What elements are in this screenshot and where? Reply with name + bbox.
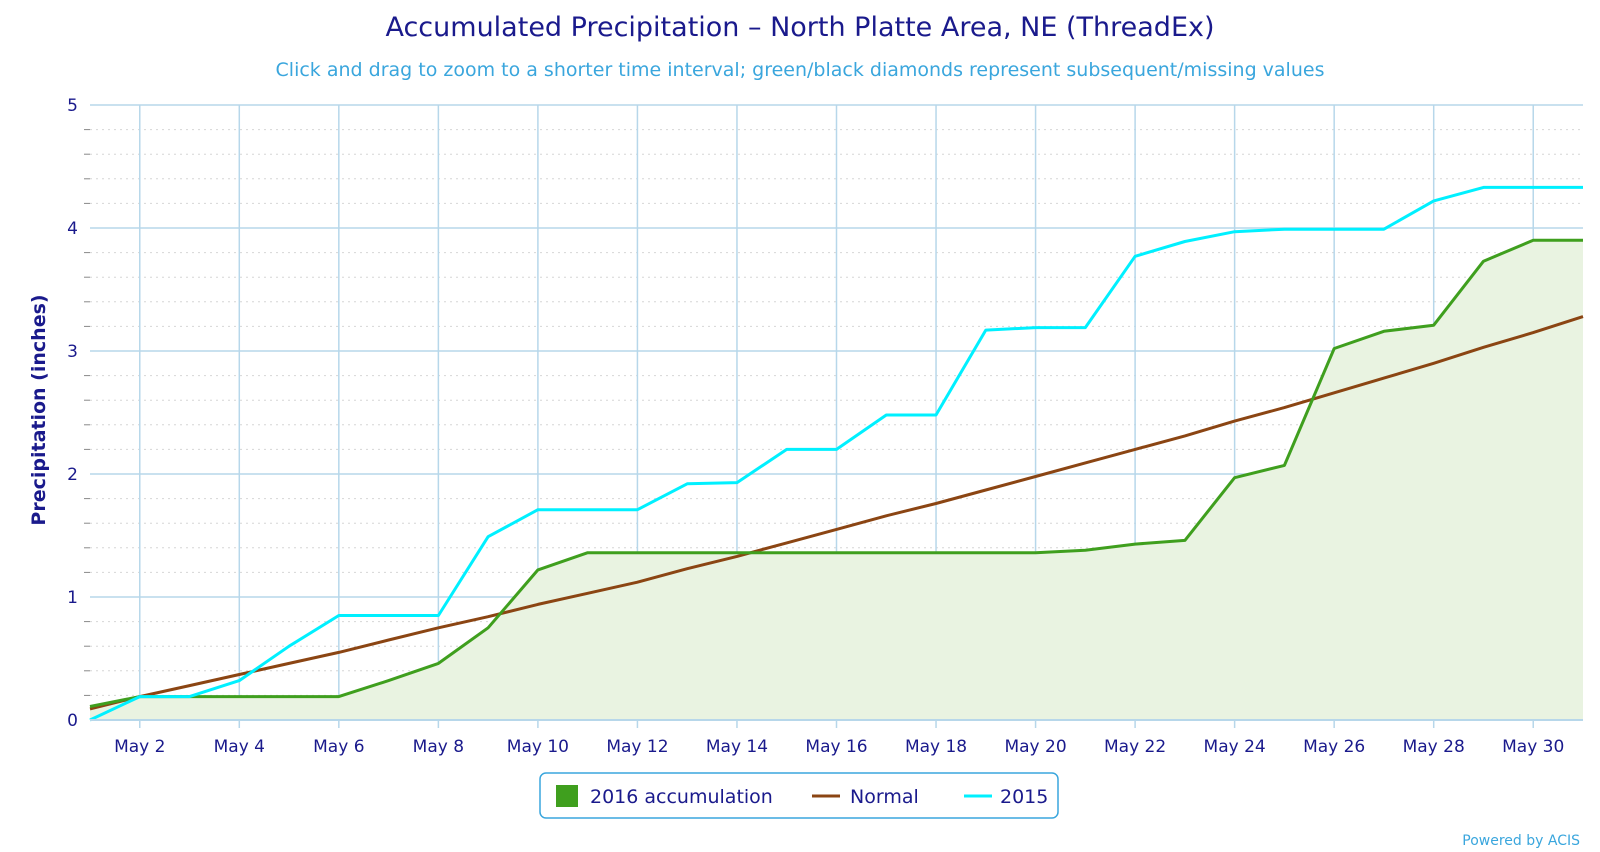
y-tick-label: 1 [67,588,78,608]
x-tick-label: May 16 [805,737,867,757]
x-tick-label: May 12 [606,737,668,757]
y-axis-ticks: 0 1 2 3 4 5 [67,96,78,731]
x-tick-label: May 10 [507,737,569,757]
series-lines [89,185,1584,722]
series-line-2016-accumulation[interactable] [89,238,1583,708]
x-tick-label: May 30 [1502,737,1564,757]
legend-label-normal: Normal [850,786,919,808]
area-layer [90,240,1583,721]
x-axis-ticks: May 2 May 4 May 6 May 8 May 10 May 12 May 14 Ma… [114,737,1564,757]
x-tick-label: May 4 [214,737,265,757]
series-line-2015[interactable] [89,185,1583,722]
y-tick-label: 0 [67,711,78,731]
x-tick-label: May 14 [706,737,768,757]
x-tick-label: May 18 [905,737,967,757]
minor-gridlines [84,129,1583,696]
series-line-normal[interactable] [89,315,1584,711]
chart-subtitle: Click and drag to zoom to a shorter time… [276,59,1325,81]
axes [90,719,1583,728]
x-tick-label: May 20 [1004,737,1066,757]
chart-title: Accumulated Precipitation – North Platte… [385,12,1214,43]
credit-text[interactable]: Powered by ACIS [1462,833,1580,849]
y-tick-label: 3 [67,342,78,362]
y-tick-label: 5 [67,96,78,116]
legend-label-2015: 2015 [1000,786,1048,808]
legend: 2016 accumulation Normal 2015 [539,772,1059,819]
x-tick-label: May 22 [1104,737,1166,757]
y-tick-label: 2 [67,465,78,485]
x-tick-label: May 26 [1303,737,1365,757]
series-area-2016 [90,240,1583,721]
x-tick-label: May 8 [413,737,464,757]
x-tick-label: May 28 [1403,737,1465,757]
y-tick-label: 4 [67,219,78,239]
x-tick-label: May 2 [114,737,165,757]
legend-label-2016: 2016 accumulation [590,786,773,808]
legend-box [539,772,1059,819]
legend-swatch-2016 [556,785,578,807]
x-tick-label: May 6 [313,737,364,757]
y-axis-label: Precipitation (inches) [28,294,50,525]
x-tick-label: May 24 [1204,737,1266,757]
